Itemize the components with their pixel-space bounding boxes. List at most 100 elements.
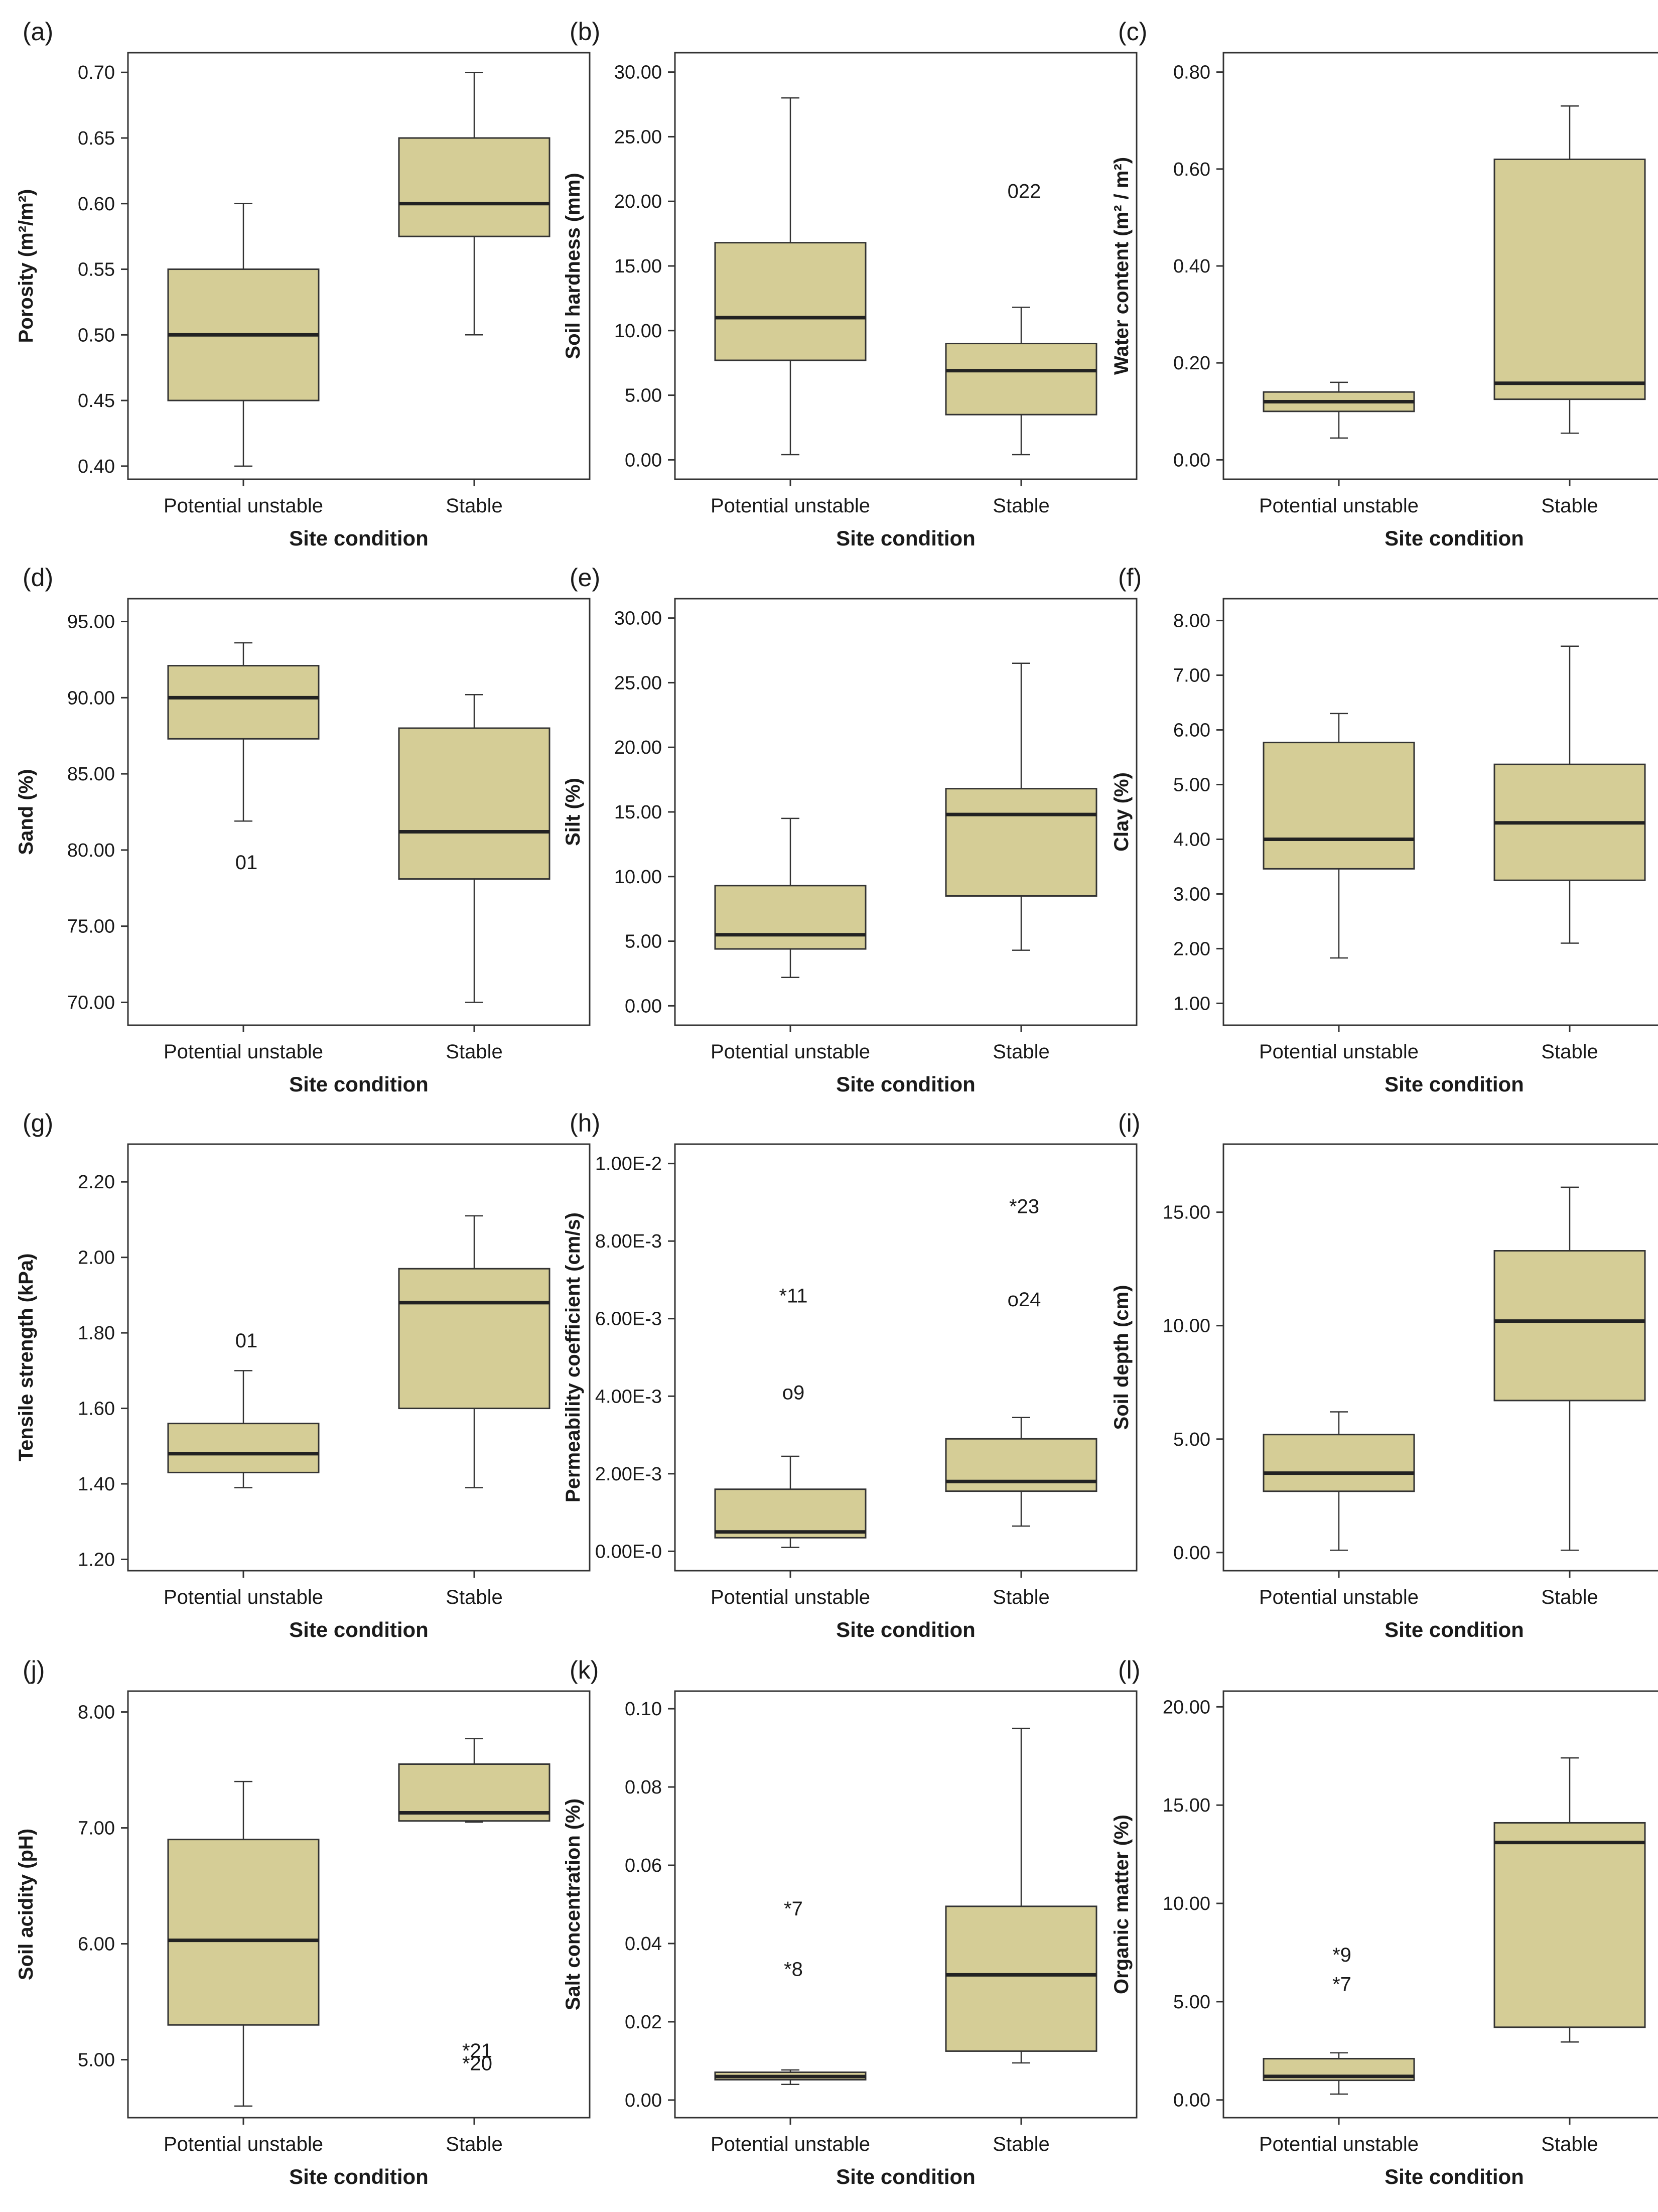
- x-axis-label: Site condition: [1385, 2165, 1524, 2188]
- y-tick-label: 4.00: [1173, 829, 1210, 850]
- x-category-label: Stable: [993, 2133, 1049, 2155]
- y-tick-label: 30.00: [614, 62, 662, 83]
- y-tick-label: 0.02: [625, 2012, 662, 2033]
- y-tick-label: 5.00: [1173, 1429, 1210, 1450]
- y-tick-label: 0.00: [1173, 1543, 1210, 1564]
- x-axis-label: Site condition: [836, 526, 976, 550]
- y-tick-label: 30.00: [614, 608, 662, 629]
- panel-label: (j): [23, 1656, 45, 1684]
- iqr-box: [1493, 159, 1646, 400]
- iqr-box: [714, 885, 867, 950]
- y-tick-label: 3.00: [1173, 884, 1210, 905]
- x-category-label: Stable: [993, 1041, 1049, 1063]
- y-tick-label: 90.00: [67, 687, 115, 709]
- y-tick-label: 2.00: [78, 1248, 115, 1269]
- x-category-label: Stable: [993, 495, 1049, 517]
- boxplot-potential-unstable: *7 *8: [714, 1898, 867, 2085]
- y-tick-label: 10.00: [1163, 1893, 1210, 1914]
- y-tick-label: 4.00E-3: [595, 1386, 662, 1407]
- outlier-label: o24: [1008, 1289, 1041, 1311]
- y-tick-label: 0.20: [1173, 353, 1210, 374]
- boxplot-potential-unstable: [1263, 1411, 1415, 1551]
- plot-frame: [127, 598, 591, 1026]
- y-axis-label: Soil acidity (pH): [15, 1829, 37, 1980]
- boxplot-potential-unstable: *9*7: [1263, 1944, 1415, 2095]
- panel-label: (e): [570, 564, 600, 592]
- y-axis-label: Organic matter (%): [1111, 1815, 1133, 1994]
- y-tick-label: 20.00: [614, 191, 662, 212]
- y-tick-label: 6.00E-3: [595, 1309, 662, 1330]
- outlier-label: 022: [1008, 181, 1041, 203]
- iqr-box: [398, 727, 550, 880]
- y-tick-label: 5.00: [625, 385, 662, 406]
- y-tick-label: 1.60: [78, 1399, 115, 1420]
- boxplot-stable: [1493, 645, 1646, 944]
- outlier-label: *7: [1332, 1974, 1351, 1996]
- boxplot-potential-unstable: [714, 817, 867, 978]
- panel-h: (h) 0.00E-0 2.00E-3 4.00E-3 6.00E-3 8.00E-3 1.…: [562, 1109, 1138, 1641]
- y-tick-label: 5.00: [78, 2050, 115, 2071]
- y-tick-label: 6.00: [1173, 720, 1210, 741]
- x-category-label: Stable: [1541, 1586, 1598, 1608]
- x-category-label: Potential unstable: [1259, 1041, 1419, 1063]
- panel-label: (a): [23, 18, 53, 46]
- y-tick-label: 85.00: [67, 764, 115, 785]
- panel-k: (k) 0.00 0.02 0.04 0.06 0.08 0.10 Salt concentr…: [562, 1656, 1138, 2188]
- iqr-box: [167, 1839, 320, 2026]
- y-tick-label: 0.40: [78, 456, 115, 477]
- y-axis-label: Soil depth (cm): [1111, 1285, 1133, 1430]
- y-tick-label: 0.45: [78, 390, 115, 411]
- y-tick-label: 0.04: [625, 1933, 662, 1955]
- y-tick-label: 0.00: [625, 2090, 662, 2111]
- outlier-label: *21: [462, 2040, 492, 2062]
- x-axis-label: Site condition: [1385, 1618, 1524, 1641]
- x-category-label: Potential unstable: [711, 1586, 870, 1608]
- x-category-label: Stable: [446, 1586, 502, 1608]
- y-tick-label: 25.00: [614, 672, 662, 694]
- y-tick-label: 20.00: [614, 737, 662, 758]
- plot-frame: [1222, 1690, 1658, 2119]
- panel-i: (i) 0.00 5.00 10.00 15.00 Soil depth (cm) Pote…: [1111, 1109, 1658, 1641]
- panel-d: (d) 70.00 75.00 80.00 85.00 90.00 95.00 Sand (%…: [15, 564, 591, 1096]
- x-category-label: Stable: [446, 1041, 502, 1063]
- outlier-label: *7: [784, 1898, 803, 1920]
- y-tick-label: 0.00: [625, 450, 662, 471]
- y-tick-label: 0.60: [1173, 159, 1210, 180]
- y-axis-label: Sand (%): [15, 769, 37, 855]
- outlier-label: *11: [779, 1285, 807, 1307]
- y-tick-label: 0.00: [1173, 450, 1210, 471]
- panel-label: (h): [570, 1109, 600, 1137]
- y-tick-label: 2.00E-3: [595, 1464, 662, 1485]
- y-tick-label: 6.00: [78, 1934, 115, 1955]
- panel-label: (d): [23, 564, 53, 592]
- x-axis-label: Site condition: [289, 526, 429, 550]
- iqr-box: [945, 788, 1097, 897]
- panel-label: (k): [570, 1656, 599, 1684]
- y-axis-label: Salt concentration (%): [562, 1799, 584, 2010]
- x-category-label: Stable: [1541, 2133, 1598, 2155]
- x-category-label: Potential unstable: [1259, 2133, 1419, 2155]
- x-category-label: Potential unstable: [711, 2133, 870, 2155]
- iqr-box: [945, 1438, 1097, 1492]
- boxplot-stable: [945, 1727, 1097, 2064]
- y-tick-label: 80.00: [67, 840, 115, 861]
- x-category-label: Stable: [1541, 495, 1598, 517]
- panel-l: (l) 0.00 5.00 10.00 15.00 20.00 Organic matter…: [1111, 1656, 1658, 2188]
- x-category-label: Potential unstable: [164, 495, 323, 517]
- iqr-box: [398, 1268, 550, 1410]
- y-tick-label: 5.00: [625, 931, 662, 952]
- y-tick-label: 15.00: [1163, 1202, 1210, 1223]
- x-category-label: Stable: [993, 1586, 1049, 1608]
- panel-c: (c) 0.00 0.20 0.40 0.60 0.80 Water content (m²…: [1111, 18, 1658, 550]
- iqr-box: [1263, 1434, 1415, 1492]
- y-tick-label: 10.00: [614, 867, 662, 888]
- outlier-label: o9: [782, 1382, 805, 1404]
- y-tick-label: 0.10: [625, 1699, 662, 1720]
- y-tick-label: 0.50: [78, 325, 115, 346]
- boxplot-potential-unstable: [1263, 713, 1415, 959]
- iqr-box: [398, 137, 550, 237]
- boxplot-potential-unstable: [1263, 381, 1415, 439]
- outlier-label: *20: [462, 2052, 492, 2075]
- y-tick-label: 7.00: [1173, 665, 1210, 686]
- iqr-box: [945, 1905, 1097, 2052]
